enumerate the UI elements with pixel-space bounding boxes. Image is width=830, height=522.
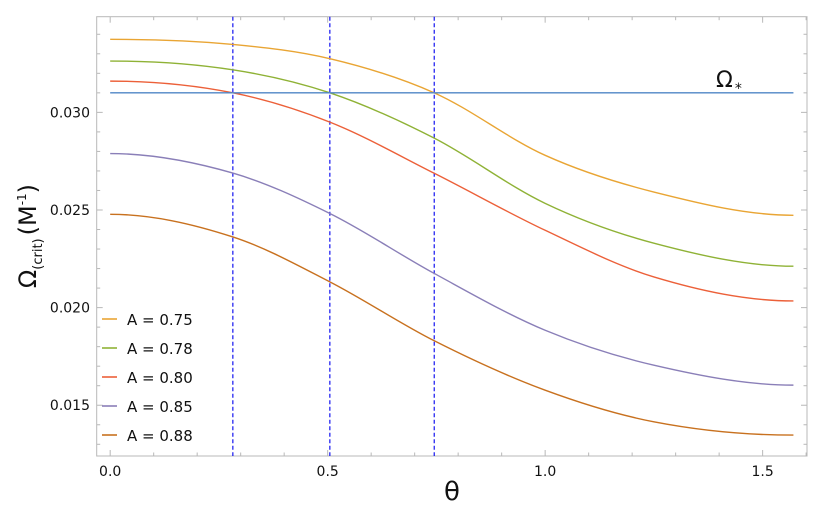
series-line-080 (110, 80, 794, 302)
y-tick-label: 0.015 (50, 398, 90, 414)
y-tick-label: 0.030 (50, 105, 90, 121)
series-line-075 (110, 38, 794, 216)
legend-label: A = 0.78 (127, 340, 193, 358)
y-tick-label: 0.025 (50, 203, 90, 219)
x-tick-label: 1.0 (534, 464, 556, 480)
y-axis-label: Ω(crit)(M-1) (14, 184, 46, 288)
x-tick-label: 0.0 (99, 464, 121, 480)
legend-label: A = 0.85 (127, 398, 193, 416)
series-line-085 (110, 152, 794, 386)
plot-frame (96, 16, 808, 457)
series-line-088 (110, 213, 794, 436)
y-tick-label: 0.020 (50, 301, 90, 317)
series-line-078 (110, 60, 794, 267)
x-axis-label: θ (444, 477, 460, 507)
legend-label: A = 0.75 (127, 311, 193, 329)
legend-label: A = 0.80 (127, 369, 193, 387)
x-tick-label: 0.5 (317, 464, 339, 480)
x-tick-label: 1.5 (752, 464, 774, 480)
legend-label: A = 0.88 (127, 427, 193, 445)
reference-line-label: Ω * (716, 68, 742, 97)
